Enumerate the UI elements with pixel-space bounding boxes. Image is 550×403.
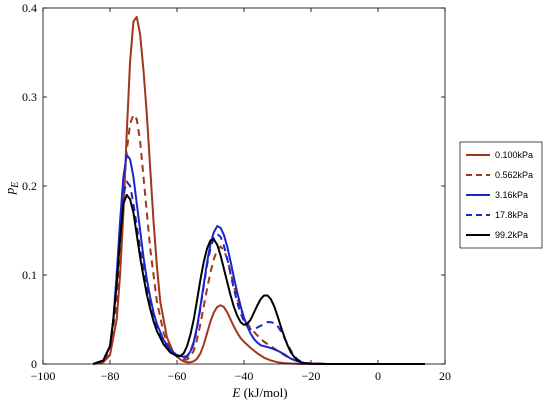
plot-background [43,8,445,364]
axes-layer: −100 −80 −60 −40 −20 0 20 0 0.1 0.2 0.3 0.4 [22,1,451,383]
x-tick-label: −80 [101,369,120,383]
x-tick-label: −20 [302,369,321,383]
legend-label-5: 99.2kPa [495,230,528,240]
y-axis-label: pE [2,182,21,196]
x-tick-label: 0 [375,369,381,383]
legend-label-1: 0.100kPa [495,150,533,160]
y-tick-label: 0.4 [22,1,37,15]
legend-label-4: 17.8kPa [495,210,528,220]
x-tick-label: 20 [439,369,451,383]
x-axis-label: E (kJ/mol) [231,385,287,400]
series-line-5 [92,193,425,365]
y-axis-label-var: p [2,187,17,195]
x-tick-label: −100 [31,369,56,383]
x-tick-label: −40 [235,369,254,383]
series-line-1 [93,15,425,365]
y-tick-label: 0 [31,357,37,371]
y-tick-label: 0.1 [22,268,37,282]
legend-label-2: 0.562kPa [495,170,533,180]
series-layer [92,15,425,365]
series-line-4 [92,180,425,365]
legend: 0.100kPa 0.562kPa 3.16kPa 17.8kPa 99.2kPa [459,141,543,249]
plot-area [43,8,445,364]
y-tick-label: 0.2 [22,179,37,193]
x-axis-label-var: E [231,385,240,400]
legend-label-3: 3.16kPa [495,190,528,200]
y-tick-label: 0.3 [22,90,37,104]
x-tick-label: −60 [168,369,187,383]
x-axis-label-unit: (kJ/mol) [240,385,287,400]
y-axis-label-sub: E [10,182,21,189]
